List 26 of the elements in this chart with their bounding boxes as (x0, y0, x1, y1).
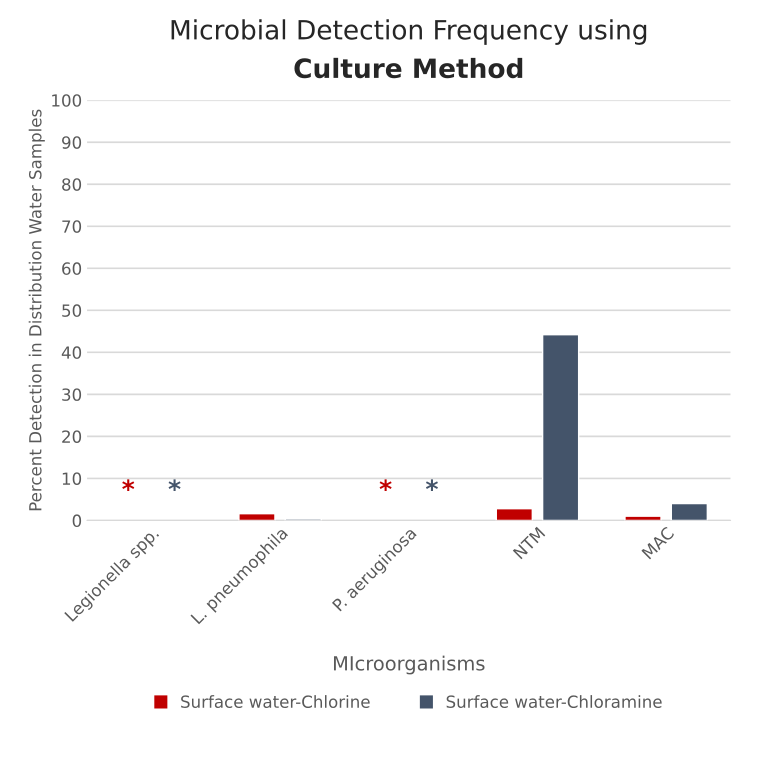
x-axis-title: MIcroorganisms (334, 656, 485, 674)
annotation: * (122, 479, 134, 491)
y-tick-label: 20 (62, 430, 82, 443)
y-tick-label: 80 (62, 178, 82, 191)
y-tick-label: 70 (62, 220, 82, 233)
chart-subtitle: Culture Method (294, 58, 522, 78)
annotation: * (426, 479, 438, 491)
legend-label: Surface water-Chloramine (446, 695, 662, 708)
bar (542, 334, 580, 520)
annotation: * (380, 479, 392, 491)
bar (670, 502, 708, 520)
chart-title: Microbial Detection Frequency using (172, 19, 646, 45)
y-tick-label: 30 (62, 388, 82, 401)
annotation: * (168, 479, 181, 491)
y-tick-label: 50 (62, 304, 82, 317)
y-tick-label: 100 (52, 94, 82, 107)
bar (624, 516, 662, 520)
legend-label: Surface water-Chlorine (181, 695, 370, 708)
bar (496, 508, 534, 520)
y-tick-label: 10 (62, 472, 82, 485)
y-tick-label: 90 (62, 136, 82, 149)
y-axis-title: Percent Detection in Distribution Water Samples (28, 110, 45, 510)
y-tick-label: 0 (72, 514, 82, 527)
y-tick-label: 40 (62, 346, 82, 359)
bar (238, 513, 276, 520)
y-tick-label: 60 (62, 262, 82, 275)
